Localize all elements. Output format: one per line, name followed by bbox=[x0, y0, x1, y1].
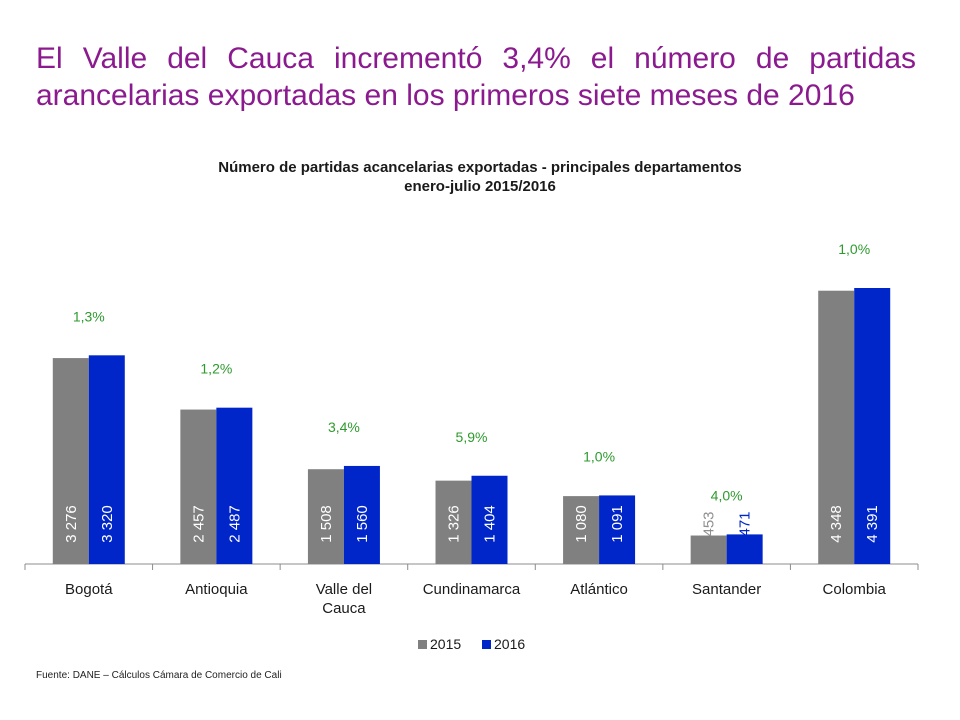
bar-2016-santander bbox=[726, 534, 763, 564]
category-label-cundinamarca: Cundinamarca bbox=[423, 581, 521, 598]
chart-title-block: Número de partidas acancelarias exportad… bbox=[0, 158, 960, 196]
category-label-valle-del-cauca-line1: Valle del bbox=[316, 581, 372, 598]
data-label-2016-santander: 471 bbox=[737, 511, 754, 536]
bar-2016-cundinamarca bbox=[471, 475, 508, 564]
bar-2016-colombia bbox=[854, 288, 891, 564]
legend-label-2015: 2015 bbox=[430, 636, 461, 652]
category-label-valle-del-cauca-line2: Cauca bbox=[322, 600, 366, 617]
data-label-2016-colombia: 4 391 bbox=[864, 505, 881, 543]
data-label-2015-valle-del-cauca: 1 508 bbox=[318, 505, 335, 543]
data-label-2015-cundinamarca: 1 326 bbox=[446, 505, 463, 543]
bar-2016-atlantico bbox=[599, 495, 636, 564]
change-label-santander: 4,0% bbox=[711, 487, 743, 503]
legend-label-2016: 2016 bbox=[494, 636, 525, 652]
category-label-colombia: Colombia bbox=[823, 581, 887, 598]
chart-subtitle: enero-julio 2015/2016 bbox=[404, 178, 556, 195]
bar-2015-colombia bbox=[818, 290, 855, 564]
data-label-2015-bogota: 3 276 bbox=[63, 505, 80, 543]
legend-swatch-2016 bbox=[482, 640, 491, 649]
legend-swatch-2015 bbox=[418, 640, 427, 649]
category-label-atlantico: Atlántico bbox=[570, 581, 628, 598]
chart-title: Número de partidas acancelarias exportad… bbox=[218, 159, 742, 176]
change-label-bogota: 1,3% bbox=[73, 308, 105, 324]
change-label-atlantico: 1,0% bbox=[583, 448, 615, 464]
change-label-colombia: 1,0% bbox=[838, 241, 870, 257]
data-label-2016-antioquia: 2 487 bbox=[226, 505, 243, 543]
data-label-2015-atlantico: 1 080 bbox=[573, 505, 590, 543]
category-label-bogota: Bogotá bbox=[65, 581, 113, 598]
bar-2015-santander bbox=[690, 535, 727, 564]
change-label-antioquia: 1,2% bbox=[200, 361, 232, 377]
bar-2015-cundinamarca bbox=[435, 480, 472, 564]
change-label-valle-del-cauca: 3,4% bbox=[328, 419, 360, 435]
data-label-2015-antioquia: 2 457 bbox=[190, 505, 207, 543]
data-label-2015-santander: 453 bbox=[701, 511, 718, 536]
category-label-antioquia: Antioquia bbox=[185, 581, 248, 598]
bar-2015-antioquia bbox=[180, 409, 217, 564]
bar-2015-atlantico bbox=[563, 496, 600, 564]
bar-2016-valle-del-cauca bbox=[343, 465, 380, 564]
change-label-cundinamarca: 5,9% bbox=[456, 429, 488, 445]
data-label-2016-valle-del-cauca: 1 560 bbox=[354, 505, 371, 543]
category-label-santander: Santander bbox=[692, 581, 761, 598]
data-label-2016-cundinamarca: 1 404 bbox=[482, 505, 499, 543]
page-headline: El Valle del Cauca incrementó 3,4% el nú… bbox=[36, 42, 916, 112]
bar-2015-valle-del-cauca bbox=[307, 469, 344, 564]
data-label-2016-bogota: 3 320 bbox=[99, 505, 116, 543]
data-label-2015-colombia: 4 348 bbox=[828, 505, 845, 543]
source-note: Fuente: DANE – Cálculos Cámara de Comerc… bbox=[36, 670, 282, 681]
bar-2016-antioquia bbox=[216, 407, 253, 564]
bar-2016-bogota bbox=[88, 355, 125, 564]
data-label-2016-atlantico: 1 091 bbox=[609, 505, 626, 543]
bar-2015-bogota bbox=[52, 358, 89, 564]
